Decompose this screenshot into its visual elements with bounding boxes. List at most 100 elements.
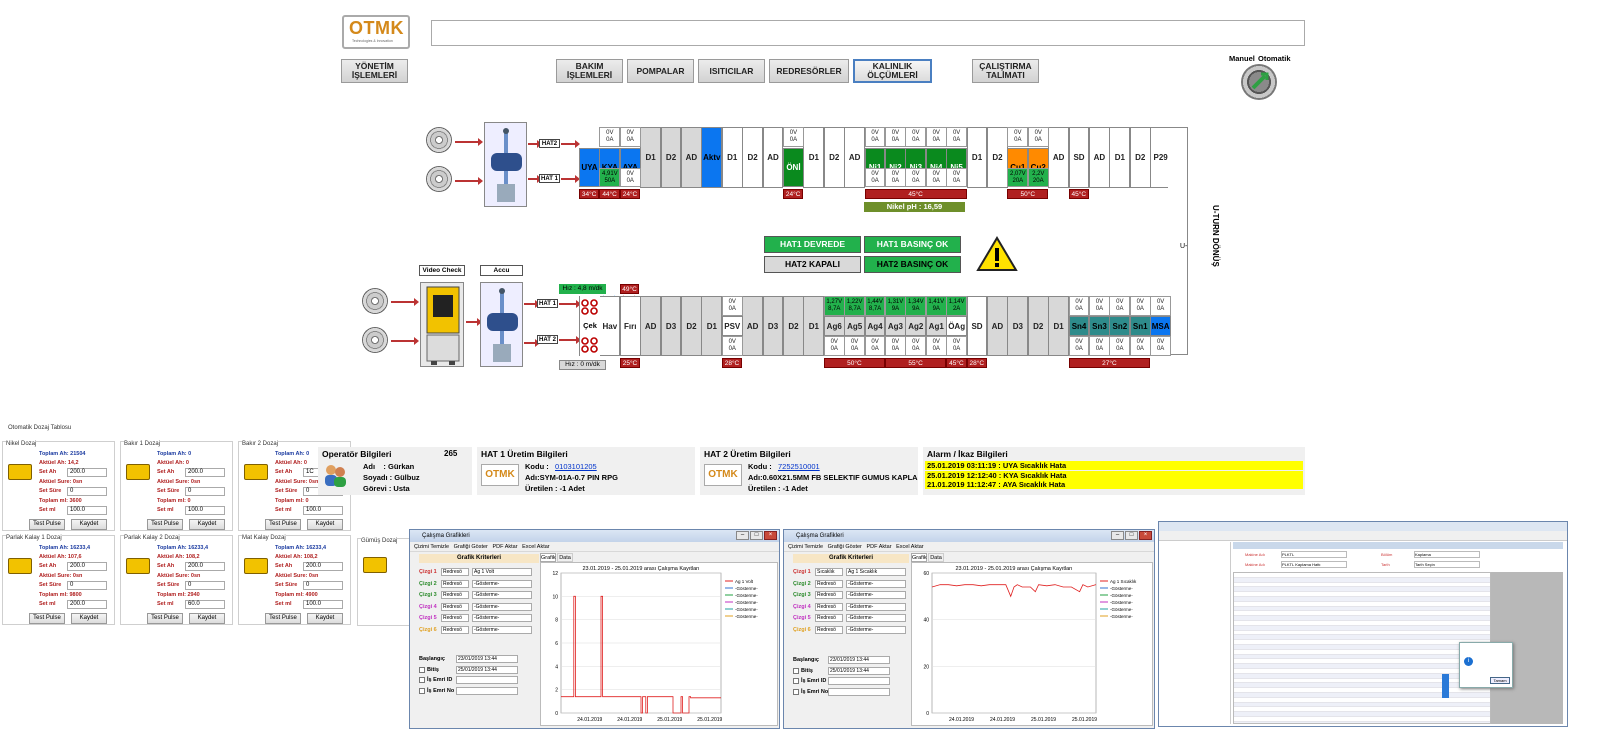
pdf-export-menu[interactable]: PDF Aktar <box>866 544 892 550</box>
tank-aktv[interactable]: Aktv <box>701 127 723 188</box>
end-checkbox[interactable] <box>793 668 799 674</box>
series-type-select[interactable]: Redresö <box>441 602 469 611</box>
tab-data[interactable]: Data <box>928 553 944 562</box>
tank-sd[interactable]: SD <box>966 296 988 356</box>
tank-ad[interactable]: AD <box>640 296 662 356</box>
tank-sn4[interactable]: Sn4 <box>1068 316 1090 336</box>
table-row[interactable] <box>1234 616 1490 621</box>
table-row[interactable] <box>1234 582 1490 588</box>
order-no-checkbox[interactable] <box>419 688 425 694</box>
table-row[interactable] <box>1234 717 1490 722</box>
table-row[interactable] <box>1234 683 1490 689</box>
table-row[interactable] <box>1234 707 1490 713</box>
tank-ag5[interactable]: Ag5 <box>844 316 866 336</box>
table-row[interactable] <box>1234 693 1490 698</box>
set-ah-input[interactable]: 200.0 <box>67 562 107 571</box>
series-type-select[interactable]: Redresö <box>815 591 843 599</box>
maximize-button[interactable]: □ <box>750 531 763 540</box>
order-id-input[interactable] <box>828 677 890 685</box>
tank-d2[interactable]: D2 <box>783 296 804 356</box>
set-duration-input[interactable]: 0 <box>185 487 225 496</box>
set-duration-input[interactable]: 0 <box>185 581 225 590</box>
test-pulse-button[interactable]: Test Pulse <box>29 519 65 530</box>
tank-d1[interactable]: D1 <box>966 127 988 188</box>
tank-ag2[interactable]: Ag2 <box>905 316 927 336</box>
tank-öni̇[interactable]: ÖNİ <box>783 148 804 187</box>
save-button[interactable]: Kaydet <box>307 613 343 624</box>
tank-ad[interactable]: AD <box>742 296 764 356</box>
series-type-select[interactable]: Redresö <box>815 602 843 611</box>
series-value-select[interactable]: Ag 1 Sıcaklık <box>846 568 906 576</box>
mode-switch-knob[interactable] <box>1241 64 1277 100</box>
tank-d2[interactable]: D2 <box>823 127 845 188</box>
test-pulse-button[interactable]: Test Pulse <box>265 613 301 624</box>
show-chart-menu[interactable]: Grafiği Göster <box>453 544 488 550</box>
table-row[interactable] <box>1234 630 1490 636</box>
series-type-select[interactable]: Sıcaklık <box>815 568 843 576</box>
set-duration-input[interactable]: 0 <box>67 581 107 590</box>
hat2-code-link[interactable]: 7252510001 <box>778 462 820 471</box>
set-ah-input[interactable]: 200.0 <box>67 468 107 477</box>
set-ah-input[interactable]: 200.0 <box>185 562 225 571</box>
test-pulse-button[interactable]: Test Pulse <box>147 519 183 530</box>
table-row[interactable] <box>1234 611 1490 617</box>
series-type-select[interactable]: Redresö <box>815 625 843 634</box>
set-ah-input[interactable]: 200.0 <box>303 562 343 571</box>
tank-ad[interactable]: AD <box>1048 127 1070 188</box>
tank-öag[interactable]: ÖAg <box>946 316 968 336</box>
tank-uya[interactable]: UYA <box>579 148 600 187</box>
minimize-button[interactable]: – <box>736 531 749 540</box>
table-row[interactable] <box>1234 645 1490 650</box>
series-value-select[interactable]: -Gösterme- <box>472 614 532 622</box>
tank-hav[interactable]: Hav <box>599 296 621 356</box>
tank-sn2[interactable]: Sn2 <box>1109 316 1131 336</box>
tank-d3[interactable]: D3 <box>762 296 784 356</box>
hat1-code-link[interactable]: 0103101205 <box>555 462 597 471</box>
series-type-select[interactable]: Redresö <box>815 579 843 588</box>
save-button[interactable]: Kaydet <box>189 613 225 624</box>
table-row[interactable] <box>1234 601 1490 607</box>
table-row[interactable] <box>1234 721 1490 723</box>
close-button[interactable]: × <box>1139 531 1152 540</box>
series-type-select[interactable]: Redresö <box>441 591 469 599</box>
show-chart-menu[interactable]: Grafiği Göster <box>827 544 862 550</box>
set-ml-input[interactable]: 200.0 <box>67 600 107 609</box>
tank-ad[interactable]: AD <box>681 127 702 188</box>
table-row[interactable] <box>1234 640 1490 645</box>
save-button[interactable]: Kaydet <box>307 519 343 530</box>
end-date-input[interactable]: 25/01/2019 13:44 <box>828 667 890 675</box>
table-row[interactable] <box>1234 587 1490 593</box>
pdf-export-menu[interactable]: PDF Aktar <box>492 544 518 550</box>
set-ml-input[interactable]: 60.0 <box>185 600 225 609</box>
save-button[interactable]: Kaydet <box>71 519 107 530</box>
set-ah-input[interactable]: 200.0 <box>185 468 225 477</box>
table-row[interactable] <box>1234 654 1490 660</box>
table-row[interactable] <box>1234 573 1490 578</box>
tank-fırı[interactable]: Fırı <box>619 296 641 356</box>
thickness-button[interactable]: KALINLIK ÖLÇÜMLERİ <box>853 59 932 83</box>
series-value-select[interactable]: -Gösterme- <box>846 614 906 622</box>
table-row[interactable] <box>1234 659 1490 665</box>
series-value-select[interactable]: -Gösterme- <box>472 579 532 588</box>
table-row[interactable] <box>1234 621 1490 626</box>
tank-d1[interactable]: D1 <box>1048 296 1070 356</box>
test-pulse-button[interactable]: Test Pulse <box>147 613 183 624</box>
set-ml-input[interactable]: 100.0 <box>303 506 343 515</box>
order-id-input[interactable] <box>456 676 518 684</box>
tank-d2[interactable]: D2 <box>1027 296 1049 356</box>
table-row[interactable] <box>1234 625 1490 631</box>
maximize-button[interactable]: □ <box>1125 531 1138 540</box>
tank-sd[interactable]: SD <box>1068 127 1090 188</box>
tank-d1[interactable]: D1 <box>803 296 825 356</box>
tank-ag4[interactable]: Ag4 <box>864 316 886 336</box>
series-value-select[interactable]: -Gösterme- <box>846 602 906 611</box>
test-pulse-button[interactable]: Test Pulse <box>265 519 301 530</box>
table-row[interactable] <box>1234 702 1490 708</box>
order-no-input[interactable] <box>456 687 518 695</box>
heaters-button[interactable]: ISITICILAR <box>698 59 765 83</box>
clear-chart-menu[interactable]: Çizimi Temizle <box>788 544 824 550</box>
top-search-bar[interactable] <box>431 20 1305 46</box>
table-row[interactable] <box>1234 673 1490 679</box>
dialog-ok-button[interactable]: Tamam <box>1490 677 1510 684</box>
tank-sn1[interactable]: Sn1 <box>1129 316 1151 336</box>
